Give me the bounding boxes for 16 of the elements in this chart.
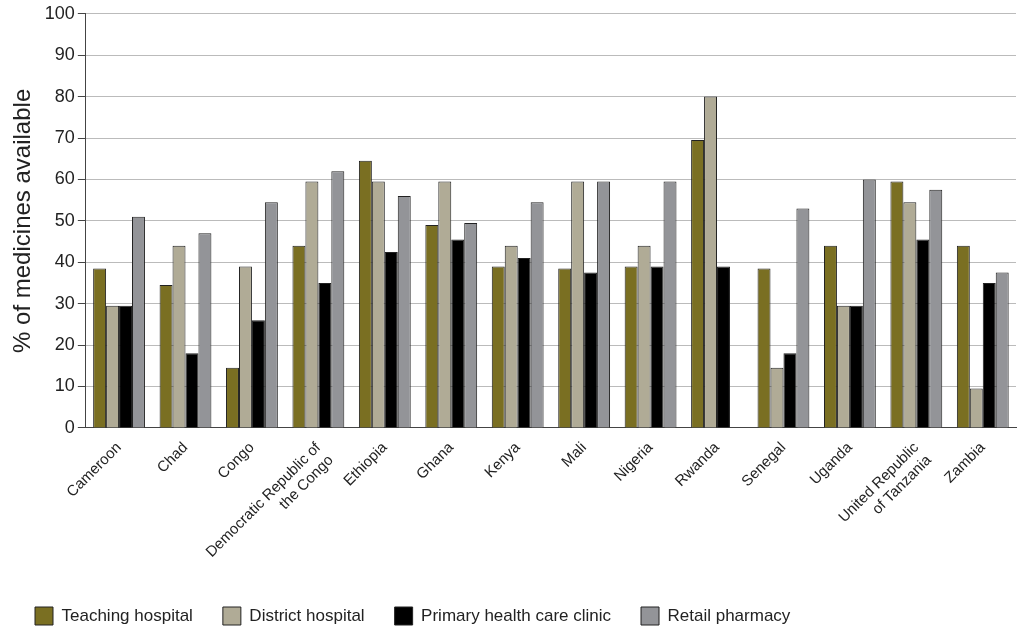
- legend-label: Retail pharmacy: [667, 605, 791, 625]
- y-tick-label: 30: [54, 292, 75, 313]
- y-tick-label: 50: [54, 209, 75, 230]
- y-axis-title: % of medicines available: [8, 88, 36, 353]
- y-tick-label: 0: [64, 416, 75, 437]
- legend-label: District hospital: [249, 605, 365, 625]
- y-tick-label: 10: [54, 375, 75, 396]
- legend-label: Primary health care clinic: [421, 605, 612, 625]
- y-tick-label: 70: [54, 127, 75, 147]
- y-tick-label: 20: [54, 334, 75, 355]
- y-tick-label: 80: [54, 85, 75, 106]
- y-tick-label: 90: [54, 44, 75, 65]
- legend-label: Teaching hospital: [61, 605, 193, 625]
- y-tick-label: 40: [54, 251, 75, 272]
- y-tick-label: 100: [44, 2, 75, 23]
- y-tick-label: 60: [54, 168, 75, 189]
